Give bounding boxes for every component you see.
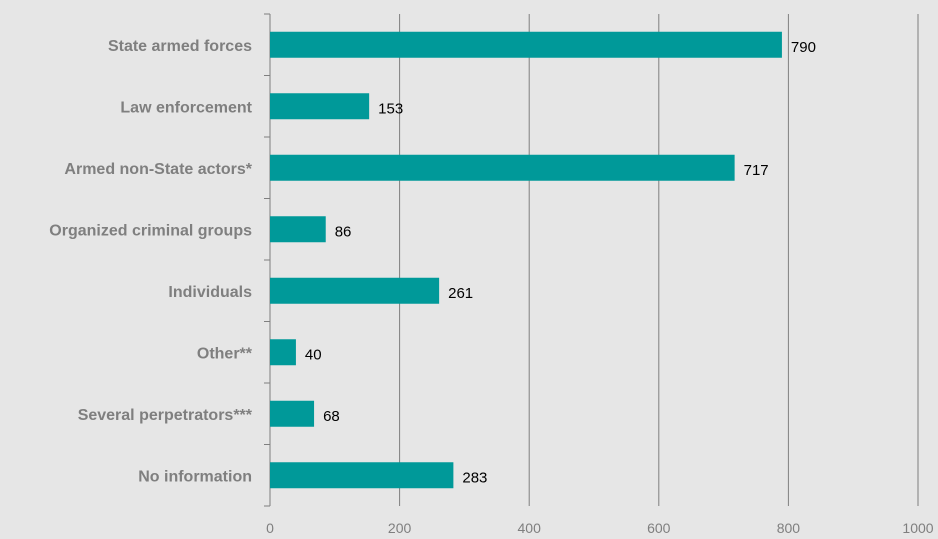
category-label: Law enforcement: [120, 99, 252, 116]
data-label: 40: [305, 346, 322, 363]
category-label: Other**: [197, 345, 253, 362]
bar-5: [270, 277, 440, 304]
data-label: 86: [335, 223, 352, 240]
category-label: State armed forces: [108, 38, 252, 55]
data-label: 717: [744, 162, 769, 179]
category-label: Armed non-State actors*: [64, 161, 252, 178]
x-tick-label: 1000: [902, 520, 933, 536]
labels: State armed forces 790 Law enforcement 153 A…: [49, 38, 933, 536]
bars: [270, 31, 782, 489]
bar-3: [270, 154, 735, 181]
x-tick-label: 800: [777, 520, 801, 536]
bar-2: [270, 93, 370, 120]
bar-7: [270, 400, 315, 427]
bar-4: [270, 216, 326, 243]
data-label: 68: [323, 408, 340, 425]
bar-6: [270, 339, 296, 366]
data-label: 261: [448, 285, 473, 302]
category-label: No information: [138, 468, 252, 485]
x-tick-label: 0: [266, 520, 274, 536]
data-label: 790: [791, 39, 816, 56]
x-tick-label: 200: [388, 520, 412, 536]
category-label: Organized criminal groups: [49, 222, 252, 239]
category-label: Several perpetrators***: [78, 407, 253, 424]
x-tick-label: 600: [647, 520, 671, 536]
x-tick-label: 400: [518, 520, 542, 536]
bar-8: [270, 462, 454, 489]
data-label: 283: [462, 469, 487, 486]
category-label: Individuals: [168, 284, 252, 301]
data-label: 153: [378, 100, 403, 117]
bar-1: [270, 31, 782, 58]
